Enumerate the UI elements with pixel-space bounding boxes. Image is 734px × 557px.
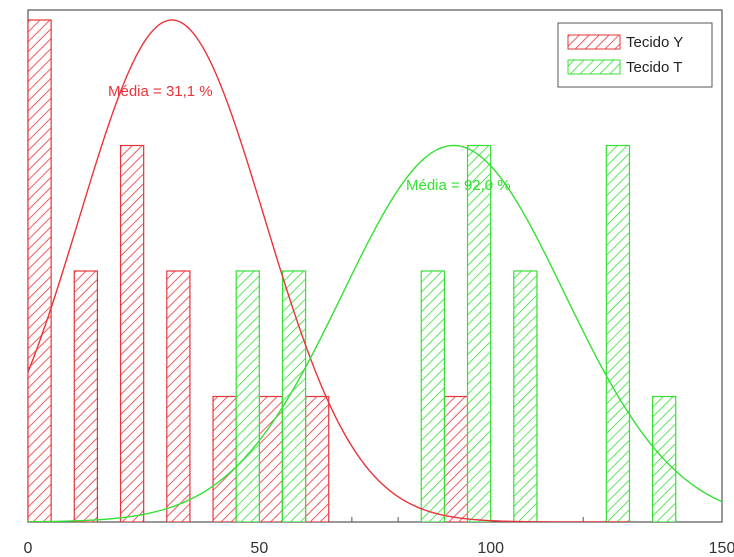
bar-tecido-y-2 (119, 144, 145, 522)
bar-tecido-y-0 (28, 19, 52, 522)
fit-curve-tecido-t (28, 144, 722, 522)
bar-tecido-t-3 (466, 144, 492, 522)
bar-tecido-y-9 (443, 395, 469, 522)
legend-swatch-tecido-t (567, 59, 621, 75)
legend-box (557, 22, 713, 88)
bar-tecido-t-4 (513, 270, 538, 522)
fit-curves (28, 19, 722, 522)
bar-tecido-y-8 (305, 395, 330, 522)
bar-tecido-y-1 (73, 270, 99, 522)
bar-tecido-y-4 (212, 395, 237, 522)
bar-tecido-t-0 (235, 270, 260, 522)
bar-tecido-y-3 (166, 270, 191, 522)
x-tick-label: 50 (250, 540, 268, 557)
bar-tecido-y-6 (258, 395, 284, 522)
annotation-series-t: Média = 92,0 % (406, 177, 511, 194)
x-tick-label: 100 (477, 540, 504, 557)
fit-curve-tecido-y (28, 19, 630, 522)
legend-label-tecido-y: Tecido Y (626, 34, 683, 51)
bar-tecido-t-5 (605, 144, 631, 522)
bar-tecido-t-2 (420, 270, 445, 522)
legend-label-tecido-t: Tecido T (626, 59, 682, 76)
annotation-series-y: Média = 31,1 % (108, 83, 213, 100)
bar-tecido-t-1 (281, 270, 307, 522)
x-tick-label: 150 (709, 540, 734, 557)
legend: Tecido Y Tecido T (557, 22, 713, 88)
x-tick-label: 0 (24, 540, 33, 557)
histogram-bars (28, 19, 677, 522)
legend-swatch-tecido-y (567, 34, 621, 50)
